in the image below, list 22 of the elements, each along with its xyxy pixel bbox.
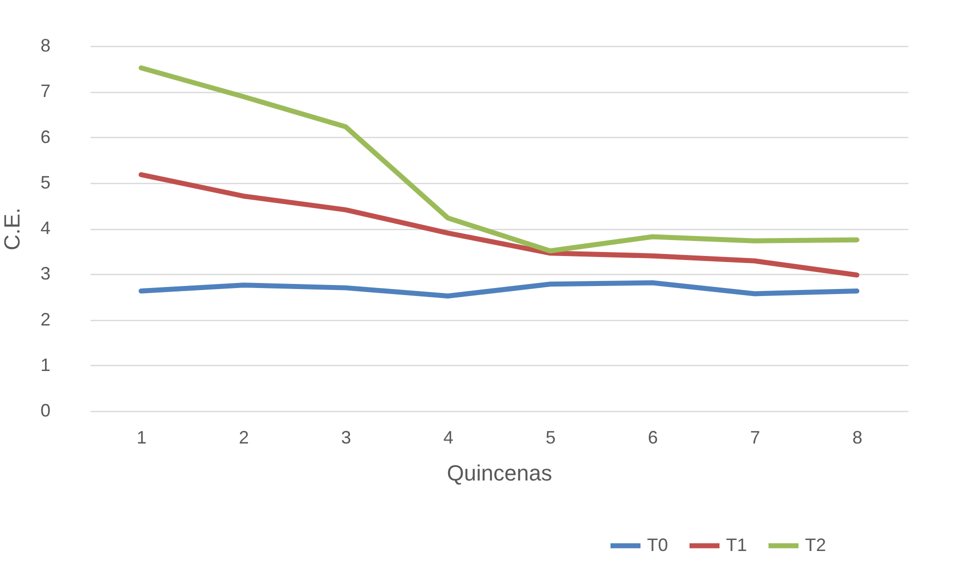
y-tick-label: 3 bbox=[40, 264, 50, 284]
y-tick-label: 5 bbox=[40, 172, 50, 192]
x-tick-label: 4 bbox=[443, 428, 454, 448]
x-axis-title: Quincenas bbox=[446, 460, 552, 486]
legend-label: T1 bbox=[726, 534, 748, 555]
x-tick-label: 8 bbox=[852, 428, 862, 448]
y-tick-label: 2 bbox=[40, 309, 50, 330]
y-tick-label: 7 bbox=[40, 81, 50, 102]
legend-label: T2 bbox=[805, 534, 826, 555]
y-tick-label: 6 bbox=[40, 126, 50, 147]
legend-label: T0 bbox=[647, 534, 668, 555]
x-tick-label: 3 bbox=[341, 428, 352, 448]
x-tick-label: 6 bbox=[648, 428, 658, 448]
y-tick-label: 4 bbox=[40, 218, 50, 238]
y-tick-label: 1 bbox=[40, 354, 50, 375]
x-tick-label: 2 bbox=[238, 428, 249, 448]
y-tick-label: 8 bbox=[40, 36, 50, 56]
y-axis-title: C.E. bbox=[0, 208, 24, 250]
x-tick-label: 5 bbox=[546, 428, 556, 448]
x-tick-label: 7 bbox=[750, 428, 760, 448]
y-tick-label: 0 bbox=[40, 400, 50, 420]
x-tick-label: 1 bbox=[136, 428, 147, 448]
